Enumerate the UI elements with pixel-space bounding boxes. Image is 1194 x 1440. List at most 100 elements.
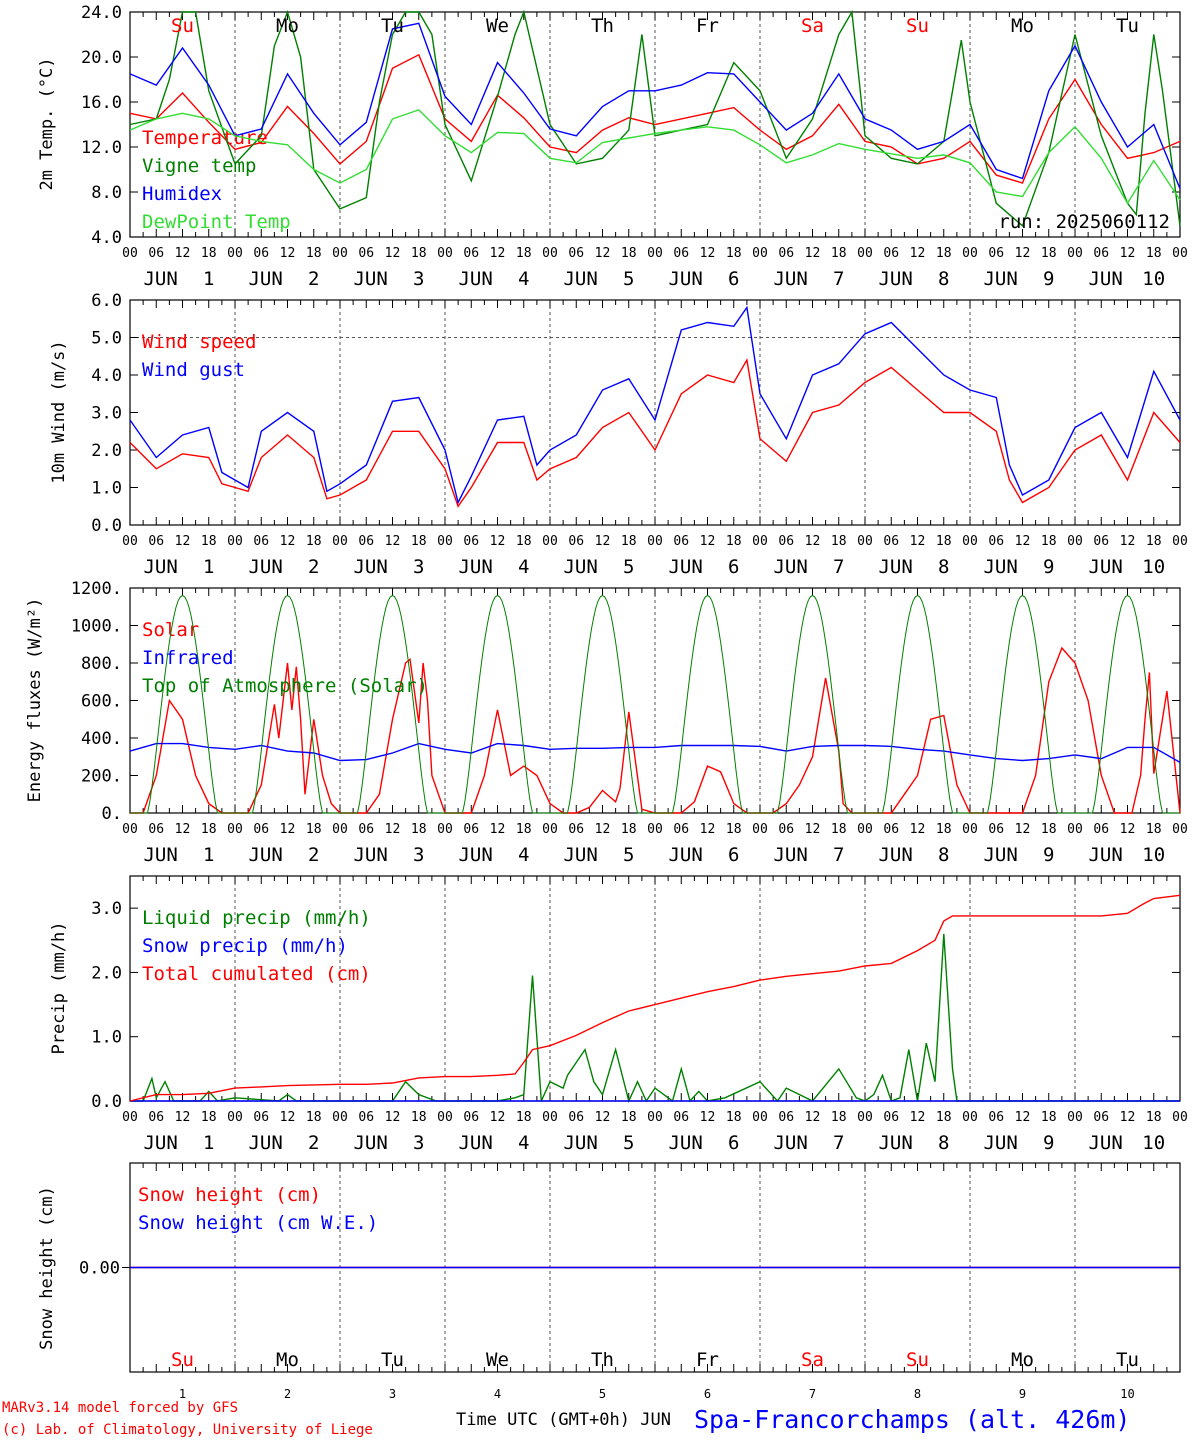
y-tick-label: 600. [81,692,122,712]
y-tick-label: 3.0 [91,899,122,919]
hour-label: 06 [463,822,479,837]
weekday-label: We [486,1349,509,1371]
day-label: 8 [938,844,949,866]
month-label: JUN [248,268,282,290]
hour-label: 00 [857,534,873,549]
hour-label: 18 [831,534,847,549]
time-axis-label: Time UTC (GMT+0h) JUN [456,1410,671,1430]
day-label: 8 [938,1132,949,1154]
hour-label: 18 [726,534,742,549]
hour-label: 06 [988,1110,1004,1125]
day-label: 5 [623,844,634,866]
hour-label: 12 [700,246,716,261]
day-label: 5 [623,268,634,290]
day-label: 6 [728,1132,739,1154]
hour-label: 18 [1041,822,1057,837]
hour-label: 06 [673,1110,689,1125]
hour-label: 00 [1067,822,1083,837]
series-line [129,109,1181,205]
hour-label: 06 [568,534,584,549]
hour-label: 18 [726,1110,742,1125]
credit-line-1: MARv3.14 model forced by GFS [2,1400,238,1416]
day-label: 3 [413,1132,424,1154]
weekday-label: Tu [381,1349,404,1371]
y-tick-label: 0.00 [79,1259,120,1279]
hour-label: 18 [516,1110,532,1125]
hour-label: 06 [778,822,794,837]
y-tick-label: 1000. [71,617,122,637]
y-tick-label: 1.0 [91,1028,122,1048]
hour-label: 18 [1041,534,1057,549]
month-label: JUN [668,844,702,866]
y-tick-label: 0. [102,804,122,824]
y-tick-label: 12.0 [81,138,122,158]
month-label: JUN [458,556,492,578]
hour-label: 00 [857,822,873,837]
y-tick-label: 1200. [71,579,122,599]
hour-label: 12 [805,534,821,549]
y-tick-label: 4.0 [91,228,122,248]
month-label: JUN [248,844,282,866]
day-number-label: 5 [599,1387,606,1401]
hour-label: 12 [595,1110,611,1125]
hour-label: 00 [1172,822,1188,837]
legend-entry: Wind speed [142,331,256,353]
legend-entry: Snow height (cm W.E.) [138,1212,378,1234]
hour-label: 18 [201,246,217,261]
hour-label: 00 [857,246,873,261]
y-tick-label: 1.0 [91,479,122,499]
hour-label: 12 [175,246,191,261]
hour-label: 18 [1041,246,1057,261]
hour-label: 06 [358,1110,374,1125]
hour-label: 18 [831,1110,847,1125]
hour-label: 06 [148,822,164,837]
hour-label: 06 [883,246,899,261]
hour-label: 12 [1015,246,1031,261]
hour-label: 18 [411,1110,427,1125]
toa-solar-curve [760,594,865,814]
legend-entry: DewPoint Temp [142,211,291,233]
hour-label: 00 [437,822,453,837]
hour-label: 06 [673,246,689,261]
day-label: 2 [308,268,319,290]
hour-label: 18 [936,246,952,261]
hour-label: 18 [306,246,322,261]
day-number-label: 1 [179,1387,186,1401]
toa-solar-curve [865,594,970,814]
hour-label: 18 [516,534,532,549]
weekday-label: Sa [801,15,824,37]
weekday-label: Th [591,15,614,37]
month-label: JUN [563,556,597,578]
month-label: JUN [143,268,177,290]
day-label: 4 [518,556,529,578]
hour-label: 00 [227,1110,243,1125]
toa-solar-curve [1075,594,1180,814]
weekday-label: Tu [381,15,404,37]
hour-label: 12 [385,534,401,549]
hour-label: 18 [936,1110,952,1125]
hour-label: 00 [227,822,243,837]
hour-label: 00 [332,246,348,261]
legend-entry: Humidex [142,183,222,205]
month-label: JUN [353,556,387,578]
day-label: 7 [833,268,844,290]
month-label: JUN [353,844,387,866]
toa-solar-curve [970,594,1075,814]
hour-label: 18 [621,1110,637,1125]
weekday-label: Mo [276,1349,299,1371]
month-label: JUN [563,268,597,290]
day-label: 10 [1142,844,1165,866]
day-label: 9 [1043,268,1054,290]
hour-label: 18 [306,822,322,837]
day-label: 10 [1142,556,1165,578]
hour-label: 12 [1120,246,1136,261]
series-line [129,22,1181,189]
month-label: JUN [143,556,177,578]
month-label: JUN [458,844,492,866]
hour-label: 00 [752,1110,768,1125]
day-label: 2 [308,844,319,866]
series-line [129,742,1181,764]
day-label: 3 [413,556,424,578]
y-tick-label: 4.0 [91,366,122,386]
hour-label: 12 [1015,1110,1031,1125]
